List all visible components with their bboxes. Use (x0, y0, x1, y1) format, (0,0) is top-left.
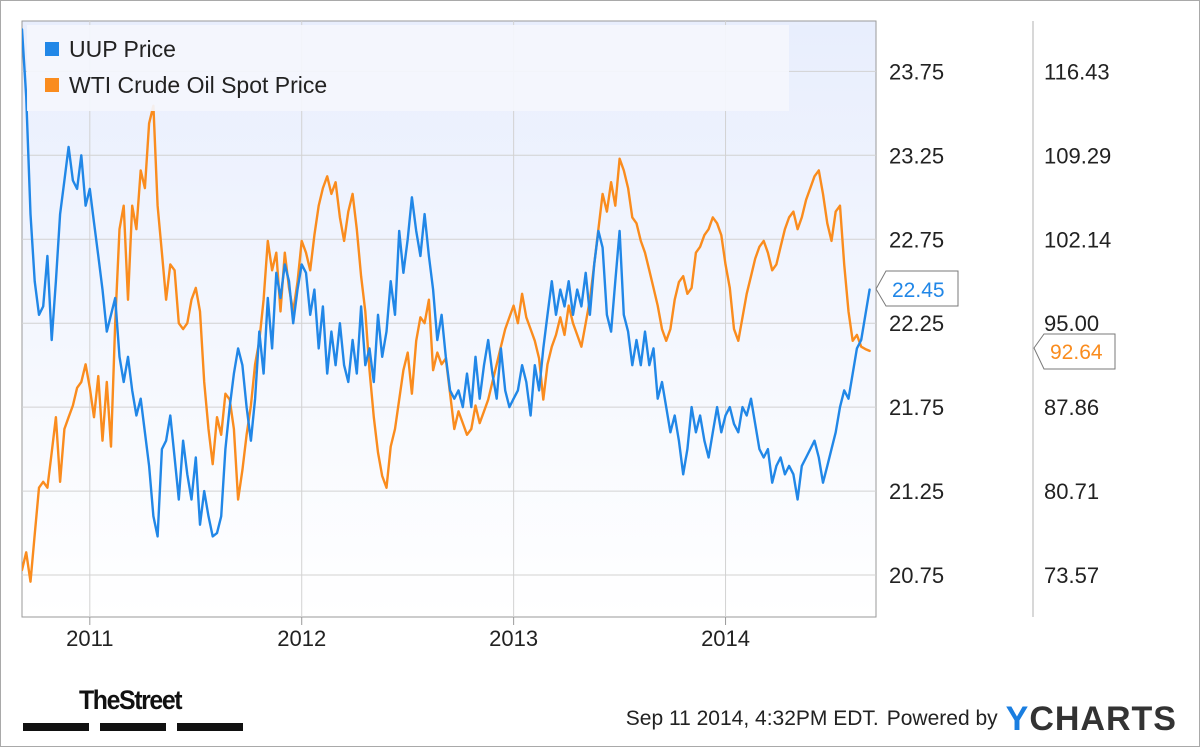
x-tick-label: 2011 (66, 626, 113, 651)
legend-label-uup: UUP Price (69, 36, 176, 62)
y-tick-right: 80.71 (1044, 479, 1099, 504)
footer: Sep 11 2014, 4:32PM EDT. Powered by YCHA… (626, 699, 1177, 739)
series-line-uup (22, 28, 871, 538)
series-lines (22, 28, 871, 583)
y-tick-right: 95.00 (1044, 311, 1099, 336)
y-tick-left: 21.75 (889, 395, 944, 420)
ycharts-logo[interactable]: YCHARTS (1005, 699, 1177, 738)
thestreet-logo-text: TheStreet (79, 685, 183, 715)
powered-by-text: Powered by (886, 707, 998, 730)
legend-swatch-uup (45, 42, 59, 56)
y-tick-right: 87.86 (1044, 395, 1099, 420)
x-tick-label: 2014 (701, 626, 750, 651)
legend-box (27, 25, 789, 111)
timestamp: Sep 11 2014, 4:32PM EDT. (625, 707, 879, 730)
thestreet-logo-bar (177, 723, 243, 731)
y-tick-right: 109.29 (1044, 143, 1111, 168)
y-tick-right: 116.43 (1044, 59, 1110, 84)
wti-end-value: 92.64 (1050, 341, 1103, 364)
uup-end-value: 22.45 (892, 279, 945, 302)
y-tick-left: 20.75 (889, 563, 944, 588)
legend: UUP Price WTI Crude Oil Spot Price (27, 25, 789, 111)
x-tick-label: 2012 (277, 626, 326, 651)
y-tick-left: 21.25 (889, 479, 944, 504)
y-tick-left: 22.25 (889, 311, 944, 336)
thestreet-logo-bar (100, 723, 166, 731)
left-axis-ticks: 23.75 23.25 22.75 22.25 21.75 21.25 20.75 (889, 59, 944, 588)
uup-end-flag: 22.45 (875, 270, 959, 307)
thestreet-logo-bar (23, 723, 89, 731)
y-tick-left: 23.25 (889, 143, 944, 168)
y-tick-right: 102.14 (1044, 227, 1111, 252)
right-axis-ticks: 116.43 109.29 102.14 95.00 87.86 80.71 73.57 (1044, 59, 1111, 588)
legend-label-wti: WTI Crude Oil Spot Price (69, 72, 327, 98)
x-tick-label: 2013 (489, 626, 538, 651)
y-tick-right: 73.57 (1044, 563, 1099, 588)
x-axis-ticks: 2011 2012 2013 2014 (66, 617, 750, 651)
y-tick-left: 23.75 (889, 59, 944, 84)
legend-swatch-wti (45, 78, 59, 92)
thestreet-logo: TheStreet (23, 685, 245, 733)
wti-end-flag: 92.64 (1033, 333, 1116, 370)
y-tick-left: 22.75 (889, 227, 944, 252)
